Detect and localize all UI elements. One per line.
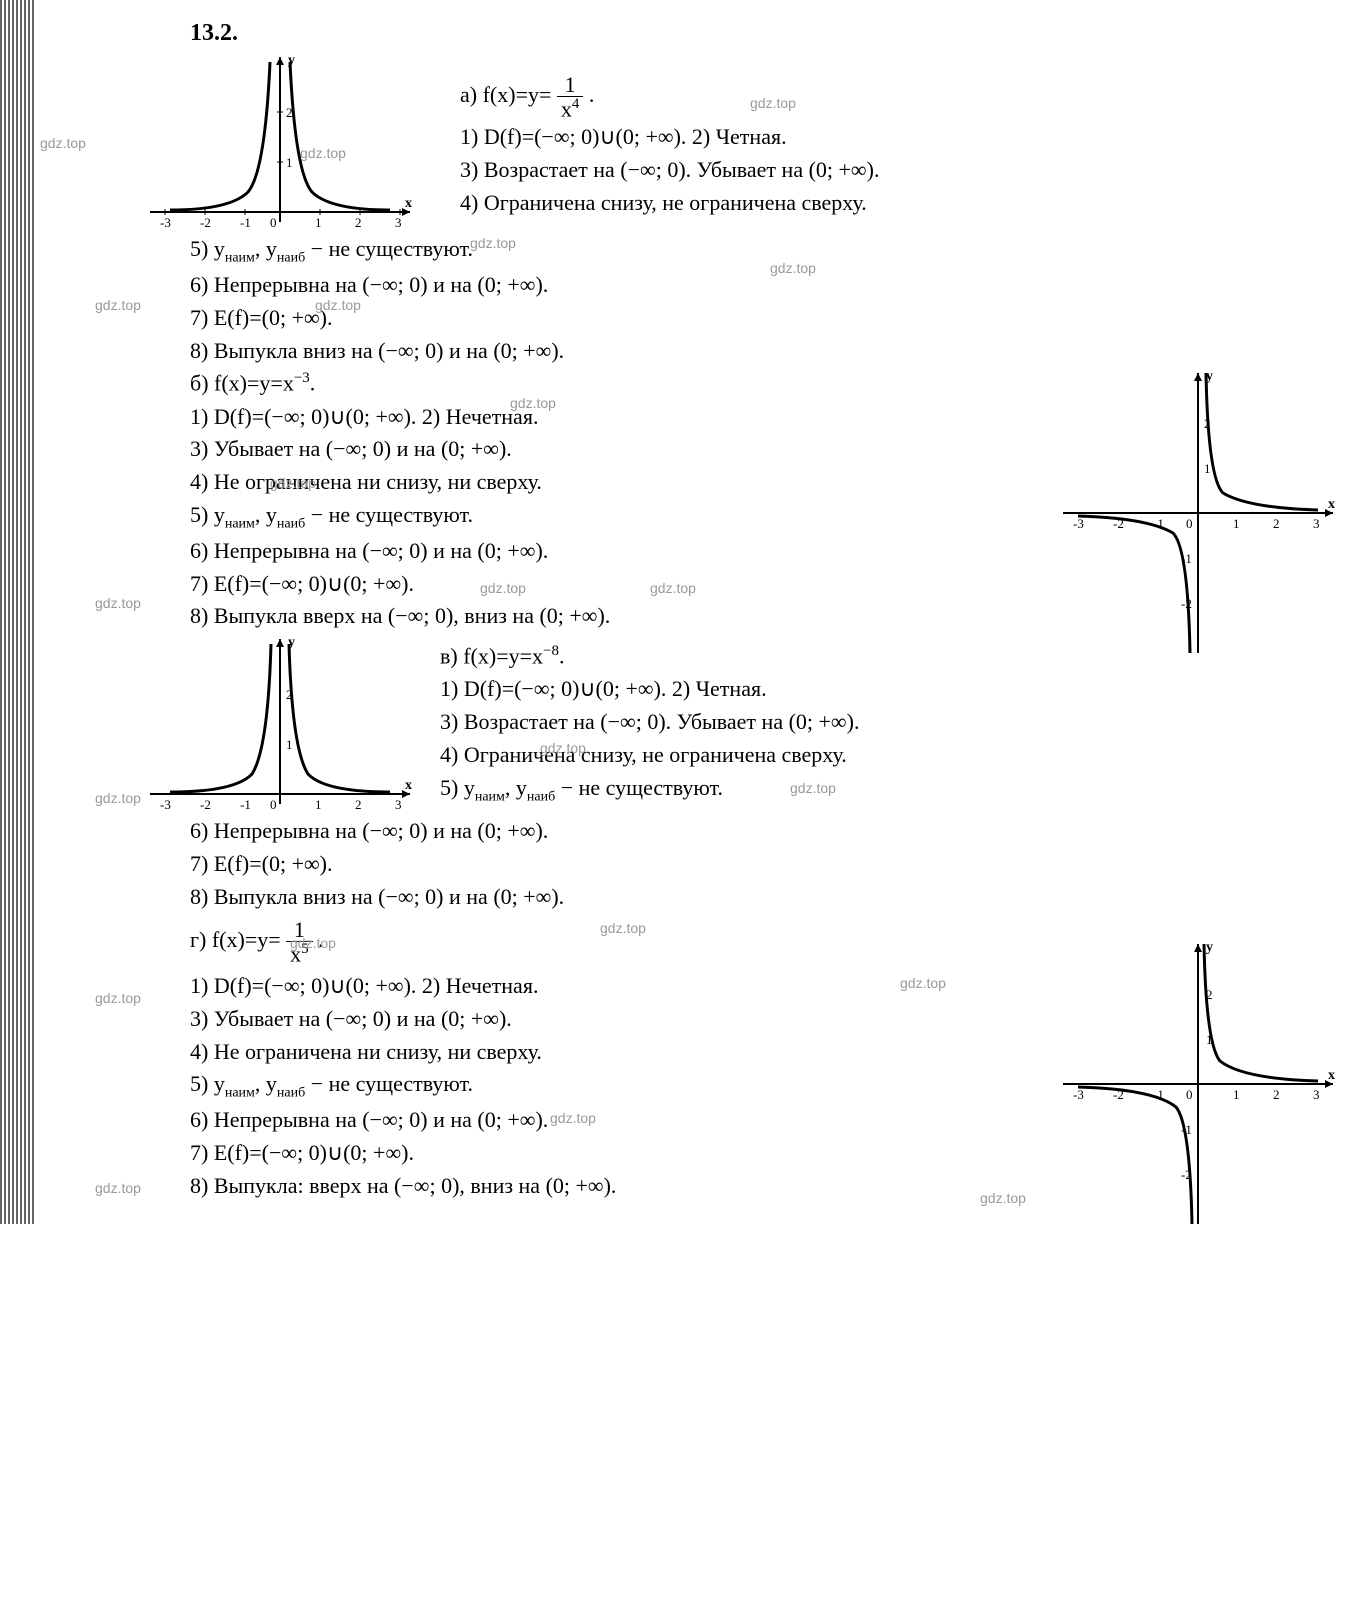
svg-text:2: 2	[355, 215, 362, 230]
svg-text:1: 1	[315, 215, 322, 230]
svg-text:-1: -1	[240, 797, 251, 812]
svg-text:-3: -3	[1073, 516, 1084, 531]
svg-text:2: 2	[1273, 1087, 1280, 1102]
part-v-block: x y -3 -2 -1 0 1 2 3 1 2 в) f(x)=y=x−8. …	[40, 634, 1338, 912]
scan-edge	[0, 0, 35, 1224]
part-a-func-prefix: f(x)=y=	[483, 82, 552, 107]
svg-text:2: 2	[355, 797, 362, 812]
part-v-line3: 3) Возрастает на (−∞; 0). Убывает на (0;…	[440, 707, 859, 738]
frac-num: 1	[557, 74, 584, 97]
part-a-block: x y -3 -2 -1 0 1 2 3 1 2	[40, 52, 1338, 366]
part-a-line8: 8) Выпукла вниз на (−∞; 0) и на (0; +∞).	[190, 336, 1338, 367]
part-a-line5: 5) yнаим, yнаиб − не существуют.	[190, 234, 1338, 268]
graph-g: x y -3 -2 -1 0 1 2 3 1 2 -1 -2	[1058, 939, 1338, 1235]
part-v-func-suffix: .	[559, 644, 565, 669]
part-v-label: в)	[440, 644, 458, 669]
graph-v: x y -3 -2 -1 0 1 2 3 1 2	[140, 634, 420, 814]
part-a-line6: 6) Непрерывна на (−∞; 0) и на (0; +∞).	[190, 270, 1338, 301]
svg-text:x: x	[405, 196, 412, 211]
svg-text:1: 1	[1233, 1087, 1240, 1102]
svg-text:-1: -1	[240, 215, 251, 230]
part-a-line7: 7) E(f)=(0; +∞).	[190, 303, 1338, 334]
svg-text:x: x	[405, 778, 412, 793]
svg-text:3: 3	[395, 215, 402, 230]
svg-text:-3: -3	[160, 797, 171, 812]
svg-text:-3: -3	[160, 215, 171, 230]
part-v-line6: 6) Непрерывна на (−∞; 0) и на (0; +∞).	[190, 816, 1338, 847]
svg-text:0: 0	[270, 215, 277, 230]
part-b-label: б)	[190, 371, 209, 396]
part-v-line4: 4) Ограничена снизу, не ограничена сверх…	[440, 740, 859, 771]
part-a-fraction: 1 x4	[557, 74, 584, 120]
part-b-func-text: f(x)=y=x	[214, 371, 294, 396]
part-g-func-prefix: f(x)=y=	[212, 927, 281, 952]
svg-text:0: 0	[270, 797, 277, 812]
part-b-func-exp: −3	[294, 370, 310, 386]
part-g-fraction: 1 x5	[286, 919, 313, 965]
svg-text:0: 0	[1186, 1087, 1193, 1102]
svg-text:-3: -3	[1073, 1087, 1084, 1102]
svg-text:x: x	[1328, 1068, 1335, 1083]
part-g-func-suffix: .	[318, 927, 324, 952]
svg-text:-2: -2	[200, 215, 211, 230]
svg-text:1: 1	[286, 737, 293, 752]
part-v-func-text: f(x)=y=x	[463, 644, 543, 669]
svg-text:1: 1	[1204, 461, 1211, 476]
part-v-line1: 1) D(f)=(−∞; 0)∪(0; +∞). 2) Четная.	[440, 674, 859, 705]
part-v-line8: 8) Выпукла вниз на (−∞; 0) и на (0; +∞).	[190, 882, 1338, 913]
svg-text:-2: -2	[200, 797, 211, 812]
svg-text:3: 3	[1313, 516, 1320, 531]
part-a-line1: 1) D(f)=(−∞; 0)∪(0; +∞). 2) Четная.	[460, 122, 879, 153]
frac-num: 1	[286, 919, 313, 942]
svg-text:1: 1	[1233, 516, 1240, 531]
section-number: 13.2.	[190, 20, 1338, 47]
part-b-func-suffix: .	[310, 371, 316, 396]
part-a-label: а)	[460, 82, 477, 107]
part-v-line5: 5) yнаим, yнаиб − не существуют.	[440, 773, 859, 807]
svg-text:2: 2	[1273, 516, 1280, 531]
part-a-line3: 3) Возрастает на (−∞; 0). Убывает на (0;…	[460, 155, 879, 186]
svg-text:3: 3	[1313, 1087, 1320, 1102]
svg-text:1: 1	[286, 155, 293, 170]
part-b-block: x y -3 -2 -1 0 1 2 3 1 2 -1 -2 б) f(x)=y…	[40, 368, 1338, 632]
graph-b: x y -3 -2 -1 0 1 2 3 1 2 -1 -2	[1058, 368, 1338, 664]
svg-text:0: 0	[1186, 516, 1193, 531]
svg-text:y: y	[1206, 940, 1213, 955]
part-v-func: в) f(x)=y=x−8.	[440, 641, 859, 672]
svg-text:x: x	[1328, 497, 1335, 512]
graph-a: x y -3 -2 -1 0 1 2 3 1 2	[140, 52, 420, 232]
svg-text:3: 3	[395, 797, 402, 812]
part-v-line7: 7) E(f)=(0; +∞).	[190, 849, 1338, 880]
frac-den: x4	[557, 97, 584, 120]
part-g-block: x y -3 -2 -1 0 1 2 3 1 2 -1 -2 г) f(x)=y…	[40, 919, 1338, 1202]
part-a-func-suffix: .	[589, 82, 595, 107]
part-v-func-exp: −8	[543, 643, 559, 659]
part-a-line4: 4) Ограничена снизу, не ограничена сверх…	[460, 188, 879, 219]
part-g-label: г)	[190, 927, 206, 952]
svg-text:1: 1	[315, 797, 322, 812]
part-a-func: а) f(x)=y= 1 x4 .	[460, 74, 879, 120]
frac-den: x5	[286, 942, 313, 965]
